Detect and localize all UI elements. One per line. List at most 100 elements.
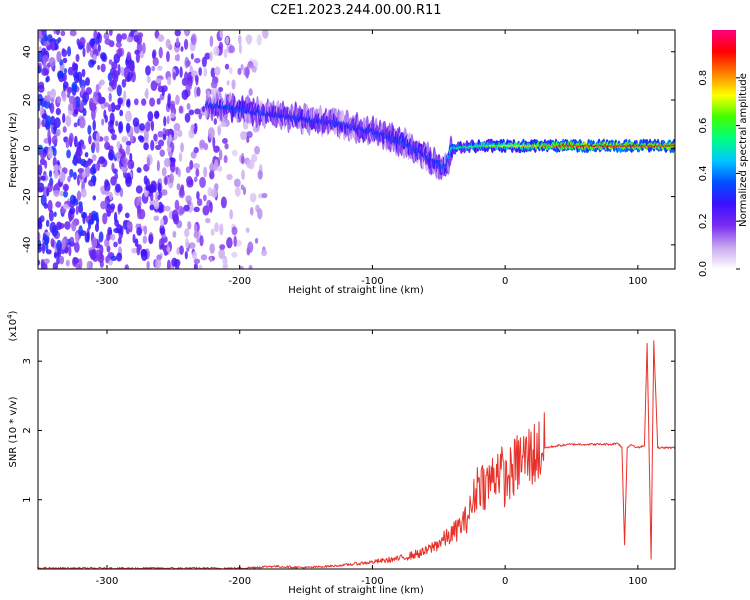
spectrogram-noise-blob: [157, 182, 162, 194]
spectrogram-noise-blob: [64, 221, 71, 230]
snr-multiplier-base: (x10: [8, 319, 19, 342]
spectrogram-noise-blob: [126, 36, 134, 43]
spectrogram-noise-blob: [116, 252, 123, 262]
spectrogram-noise-blob: [136, 167, 142, 174]
spectrogram-noise-blob: [234, 186, 241, 197]
spectrogram-noise-blob: [62, 57, 68, 64]
spectrogram-noise-blob: [222, 138, 228, 144]
spectrogram-noise-blob: [40, 175, 46, 181]
spectrogram-noise-blob: [136, 227, 143, 236]
spectrogram-noise-blob: [92, 54, 97, 61]
spectrogram-noise-blob: [117, 237, 122, 245]
spectrogram-noise-blob: [246, 136, 250, 144]
spectrogram-noise-blob: [117, 203, 123, 213]
spectrogram-noise-blob: [84, 151, 89, 158]
spectrogram-noise-blob: [117, 47, 123, 58]
colorbar-ticks: 0.0 0.2 0.4 0.6 0.8: [698, 70, 740, 277]
spectrogram-noise-blob: [210, 80, 218, 89]
spectrogram-noise-blob: [137, 196, 142, 203]
spectrogram-noise-blob: [121, 157, 126, 165]
spectrogram-noise-blob: [43, 40, 51, 47]
spectrogram-noise-blob: [163, 236, 168, 243]
spectrogram-noise-blob: [91, 108, 96, 121]
spectrogram-noise-blob: [51, 135, 58, 145]
spectrogram-y-tick-label: -40: [22, 237, 33, 253]
spectrogram-noise-blob: [150, 120, 155, 132]
spectrogram-noise-blob: [98, 231, 104, 243]
spectrogram-noise-blob: [184, 112, 191, 123]
spectrogram-noise-blob: [196, 237, 200, 244]
spectrogram-noise-blob: [176, 183, 181, 191]
spectrogram-noise-blob: [198, 67, 203, 76]
spectrogram-noise-blob: [147, 111, 154, 122]
spectrogram-noise-blob: [229, 209, 233, 220]
spectrogram-noise-blob: [156, 97, 161, 105]
spectrogram-noise-blob: [121, 79, 127, 88]
spectrogram-noise-blob: [45, 76, 49, 83]
spectrogram-noise-blob: [110, 102, 116, 113]
spectrogram-noise-blob: [62, 183, 69, 192]
spectrogram-noise-blob: [112, 72, 119, 84]
spectrogram-noise-blob: [104, 38, 112, 45]
spectrogram-noise-blob: [151, 65, 156, 72]
snr-y-tick-label: 2: [22, 427, 33, 433]
spectrogram-noise-blob: [240, 131, 247, 141]
spectrogram-frame: [37, 29, 676, 270]
spectrogram-noise-blob: [129, 132, 134, 143]
spectrogram-noise-blob: [117, 98, 122, 109]
spectrogram-noise-blob: [168, 133, 173, 142]
spectrogram-noise-blob: [126, 221, 133, 230]
spectrogram-noise-blob: [78, 203, 84, 214]
spectrogram-noise-blob: [79, 37, 86, 46]
spectrogram-noise-blob: [100, 63, 106, 73]
spectrogram-noise-blob: [66, 87, 73, 94]
spectrogram-noise-blob: [116, 223, 123, 234]
spectrogram-noise-blob: [82, 47, 86, 58]
spectrogram-noise-blob: [75, 205, 79, 216]
spectrogram-noise-blob: [56, 256, 61, 265]
spectrogram-noise-blob: [63, 84, 67, 92]
spectrogram-noise-blob: [56, 239, 62, 252]
spectrogram-noise-blob: [143, 130, 149, 141]
spectrogram-noise-blob: [69, 236, 75, 244]
spectrogram-noise-blob: [218, 149, 223, 161]
spectrogram-noise-blob: [65, 115, 72, 127]
colorbar-tick-label: 0.2: [698, 213, 709, 229]
spectrogram-noise-blob: [78, 225, 83, 237]
spectrogram-noise-blob: [146, 260, 150, 269]
spectrogram-noise-blob: [185, 84, 192, 91]
spectrogram-noise-blob: [73, 241, 80, 253]
spectrogram-noise-blob: [176, 247, 180, 255]
spectrogram-noise-blob: [66, 149, 71, 159]
spectrogram-noise-blob: [168, 173, 174, 184]
spectrogram-noise-blob: [209, 35, 214, 47]
spectrogram-noise-blob: [69, 168, 74, 178]
spectrogram-noise-blob: [251, 65, 257, 73]
spectrogram-noise-blob: [203, 166, 208, 178]
spectrogram-noise-blob: [149, 204, 155, 211]
spectrogram-noise-blob: [108, 260, 113, 266]
spectrogram-noise-blob: [172, 72, 177, 81]
spectrogram-noise-blob: [104, 141, 111, 150]
spectrogram-noise-blob: [50, 115, 56, 126]
spectrogram-noise-blob: [209, 201, 213, 213]
spectrogram-noise-blob: [50, 123, 54, 134]
spectrogram-noise-blob: [92, 93, 99, 106]
spectrogram-noise-blob: [184, 251, 188, 260]
spectrogram-noise-blob: [103, 102, 110, 108]
spectrogram-noise-blob: [188, 109, 195, 116]
spectrogram-noise-blob: [256, 34, 262, 46]
spectrogram-noise-blob: [224, 143, 229, 150]
spectrogram-noise-blob: [210, 67, 216, 78]
spectrogram-noise-blob: [73, 171, 77, 180]
spectrogram-noise-blob: [93, 91, 98, 98]
spectrogram-noise-blob: [166, 246, 171, 253]
spectrogram-noise-blob: [78, 117, 86, 129]
spectrogram-noise-blob: [166, 146, 172, 153]
spectrogram-noise-blob: [59, 255, 65, 265]
spectrogram-noise-blob: [224, 63, 230, 70]
spectrogram-noise-blob: [82, 91, 90, 103]
spectrogram-noise-blob: [186, 180, 194, 188]
spectrogram-noise-blob: [143, 142, 149, 151]
spectrogram-x-tick-label: -100: [361, 276, 384, 287]
